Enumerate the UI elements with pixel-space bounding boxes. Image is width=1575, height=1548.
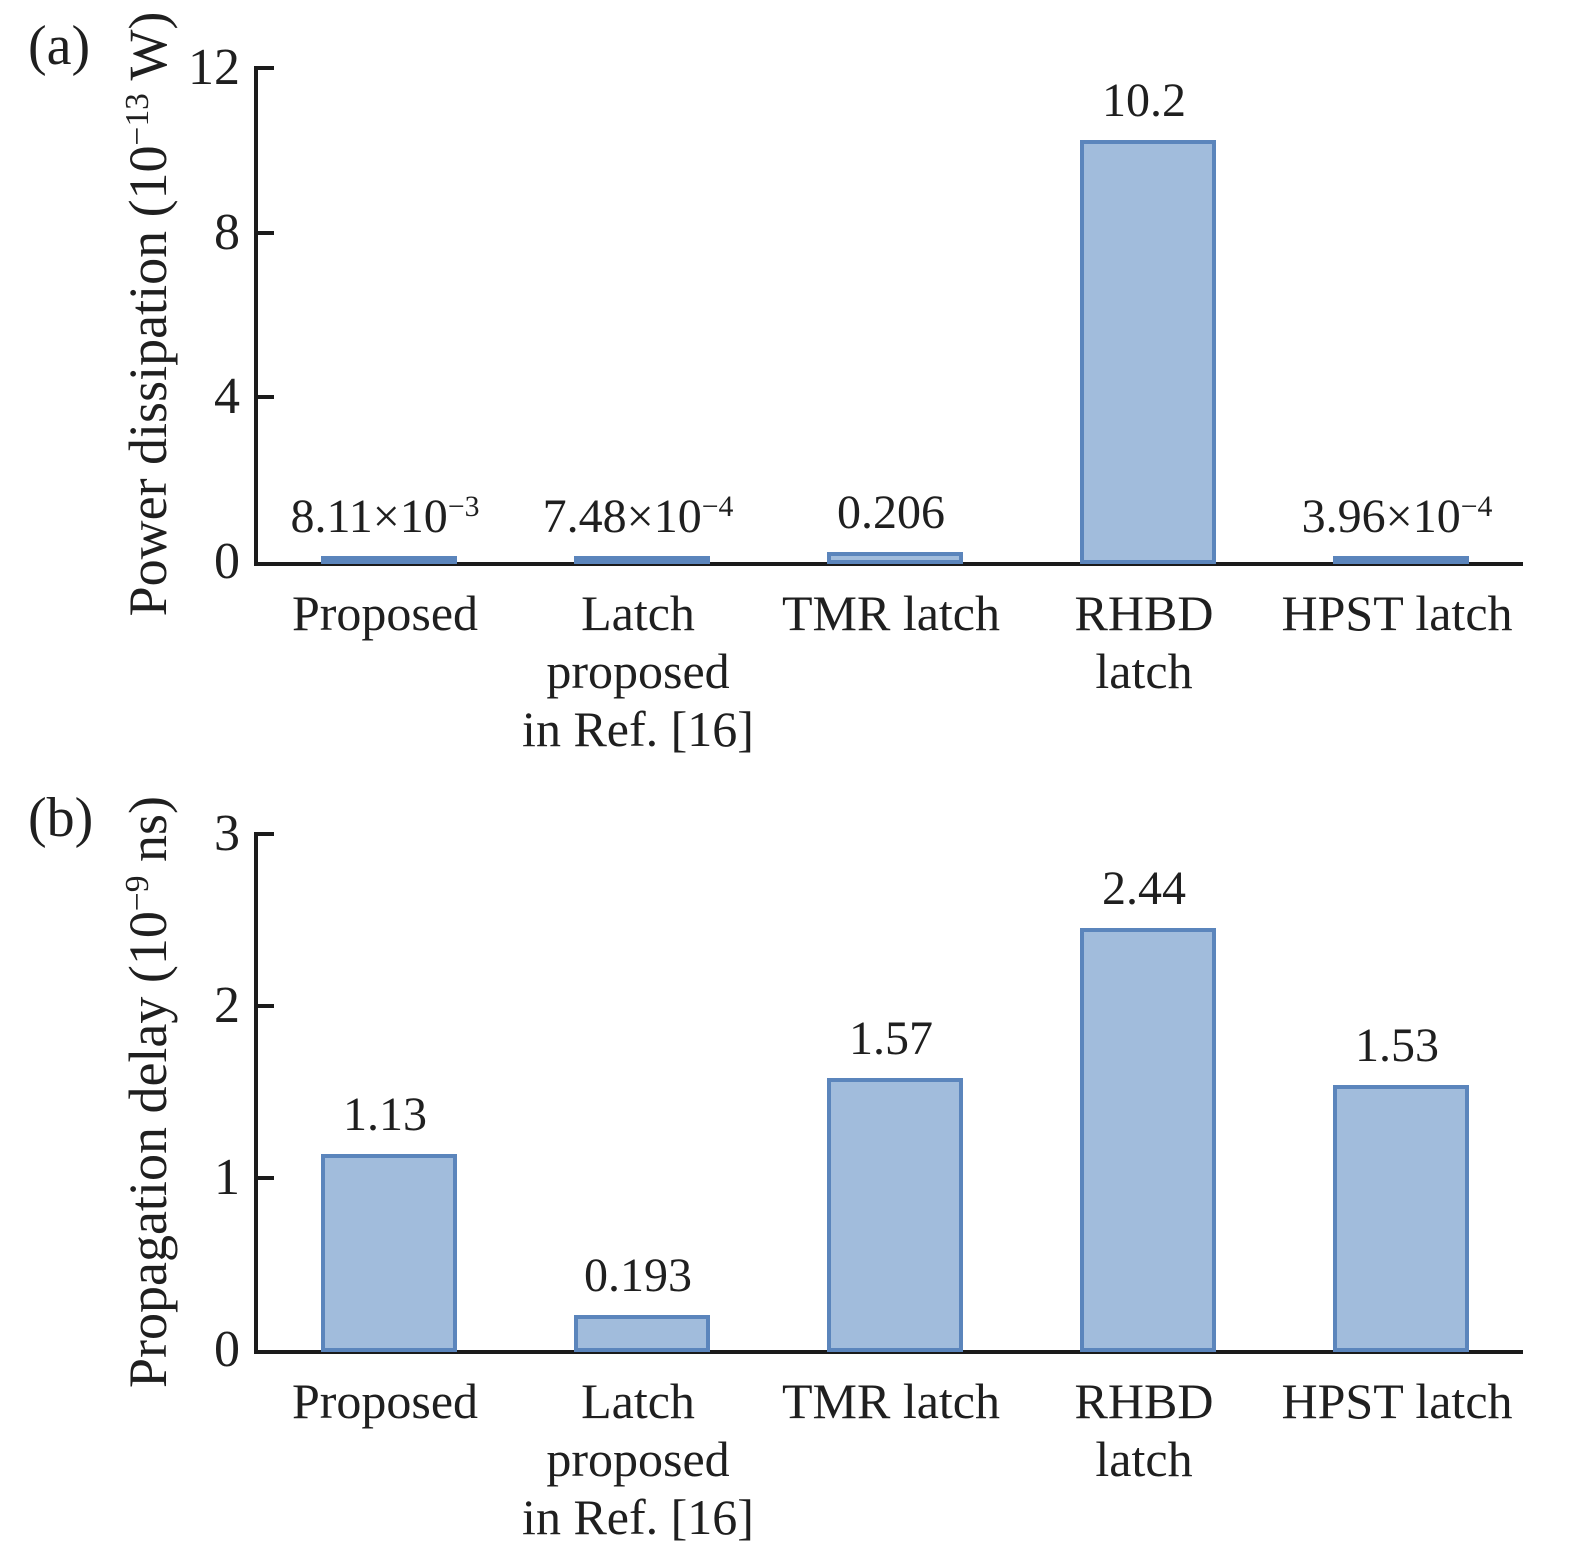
bar xyxy=(1080,140,1216,564)
bar-value-label: 2.44 xyxy=(1102,862,1186,915)
category-label: RHBD xyxy=(1074,585,1214,641)
y-tick-mark xyxy=(258,1176,274,1180)
y-axis-line xyxy=(254,832,258,1354)
category-label: Proposed xyxy=(291,585,479,641)
bar-value-label: 1.13 xyxy=(343,1088,427,1141)
y-tick-mark xyxy=(258,66,274,70)
bar xyxy=(574,556,710,564)
bar-value-label: 7.48×10−4 xyxy=(542,489,734,543)
y-tick-label: 1 xyxy=(214,1149,240,1206)
y-tick-label: 12 xyxy=(188,39,240,96)
bar-value-label: 8.11×10−3 xyxy=(290,489,480,543)
bar xyxy=(321,556,457,564)
panel-a-tag: (a) xyxy=(28,15,91,77)
bar xyxy=(827,1078,963,1352)
bar xyxy=(1333,1085,1469,1352)
category-label: in Ref. [16] xyxy=(522,701,754,757)
category-label: HPST latch xyxy=(1281,585,1513,641)
category-label: RHBD xyxy=(1074,1373,1214,1429)
y-tick-label: 4 xyxy=(214,368,240,426)
bar xyxy=(321,1154,457,1352)
bar xyxy=(1080,928,1216,1352)
category-label: proposed xyxy=(546,643,730,699)
panel-b-tag: (b) xyxy=(28,787,94,849)
bar-value-label: 0.193 xyxy=(584,1249,692,1302)
superscript: −13 xyxy=(118,93,156,146)
bar-value-label: 0.206 xyxy=(837,486,945,539)
y-tick-label: 8 xyxy=(214,203,240,261)
superscript: −4 xyxy=(1460,489,1493,523)
superscript: −9 xyxy=(118,875,156,912)
bar xyxy=(574,1315,710,1352)
y-tick-mark xyxy=(258,1004,274,1008)
category-label: proposed xyxy=(546,1431,730,1487)
bar-value-label: 10.2 xyxy=(1102,74,1186,127)
x-axis-line xyxy=(254,1350,1523,1354)
y-tick-label: 3 xyxy=(214,805,240,862)
y-tick-label: 0 xyxy=(214,533,240,590)
category-label: in Ref. [16] xyxy=(522,1489,754,1545)
superscript: −4 xyxy=(701,489,734,523)
category-label: Latch xyxy=(581,585,695,641)
y-tick-mark xyxy=(258,230,274,235)
category-label: HPST latch xyxy=(1281,1373,1513,1429)
category-label: TMR latch xyxy=(781,1373,1001,1429)
y-tick-mark xyxy=(258,395,274,400)
category-label: latch xyxy=(1095,643,1193,699)
y-tick-mark xyxy=(258,832,274,836)
bar-value-label: 1.57 xyxy=(849,1012,933,1065)
category-label: latch xyxy=(1095,1431,1193,1487)
bar-value-label: 1.53 xyxy=(1355,1019,1439,1072)
category-label: Latch xyxy=(581,1373,695,1429)
y-tick-label: 2 xyxy=(214,977,240,1034)
y-tick-label: 0 xyxy=(214,1321,240,1378)
y-axis-line xyxy=(254,66,258,566)
x-axis-line xyxy=(254,562,1523,566)
bar xyxy=(1333,556,1469,564)
category-label: Proposed xyxy=(291,1373,479,1429)
superscript: −3 xyxy=(447,489,480,523)
category-label: TMR latch xyxy=(781,585,1001,641)
bar-value-label: 3.96×10−4 xyxy=(1301,489,1493,543)
bar xyxy=(827,552,963,564)
